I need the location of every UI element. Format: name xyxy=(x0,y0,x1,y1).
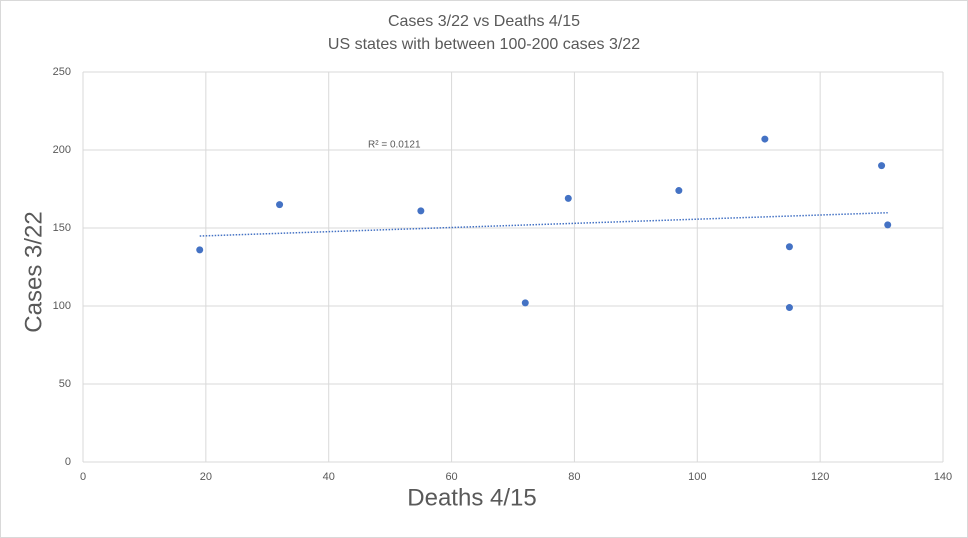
y-tick-label: 150 xyxy=(53,222,71,234)
data-point xyxy=(761,135,769,143)
x-tick-label: 0 xyxy=(80,471,86,483)
y-tick-label: 50 xyxy=(59,378,71,390)
data-point xyxy=(417,207,425,215)
data-point xyxy=(196,246,204,254)
x-tick-label: 60 xyxy=(445,471,457,483)
trendline xyxy=(199,211,888,237)
data-point xyxy=(675,187,683,195)
y-tick-label: 100 xyxy=(53,300,71,312)
x-tick-label: 120 xyxy=(811,471,829,483)
y-tick-label: 200 xyxy=(53,144,71,156)
x-tick-label: 140 xyxy=(934,471,952,483)
data-point xyxy=(521,299,529,307)
x-tick-label: 80 xyxy=(568,471,580,483)
x-tick-label: 40 xyxy=(323,471,335,483)
x-axis-title: Deaths 4/15 xyxy=(407,484,536,511)
y-axis-title: Cases 3/22 xyxy=(20,211,47,332)
x-tick-label: 20 xyxy=(200,471,212,483)
data-point xyxy=(878,162,886,170)
chart-title: Cases 3/22 vs Deaths 4/15 xyxy=(388,13,580,30)
y-tick-label: 0 xyxy=(65,456,71,468)
x-tick-label: 100 xyxy=(688,471,706,483)
data-point xyxy=(884,221,892,229)
y-tick-label: 250 xyxy=(53,66,71,78)
data-point xyxy=(276,201,284,209)
data-point xyxy=(564,194,572,202)
data-point xyxy=(785,304,793,312)
chart-subtitle: US states with between 100-200 cases 3/2… xyxy=(328,36,640,53)
data-point xyxy=(785,243,793,251)
annotation: R² = 0.0121 xyxy=(368,140,421,151)
